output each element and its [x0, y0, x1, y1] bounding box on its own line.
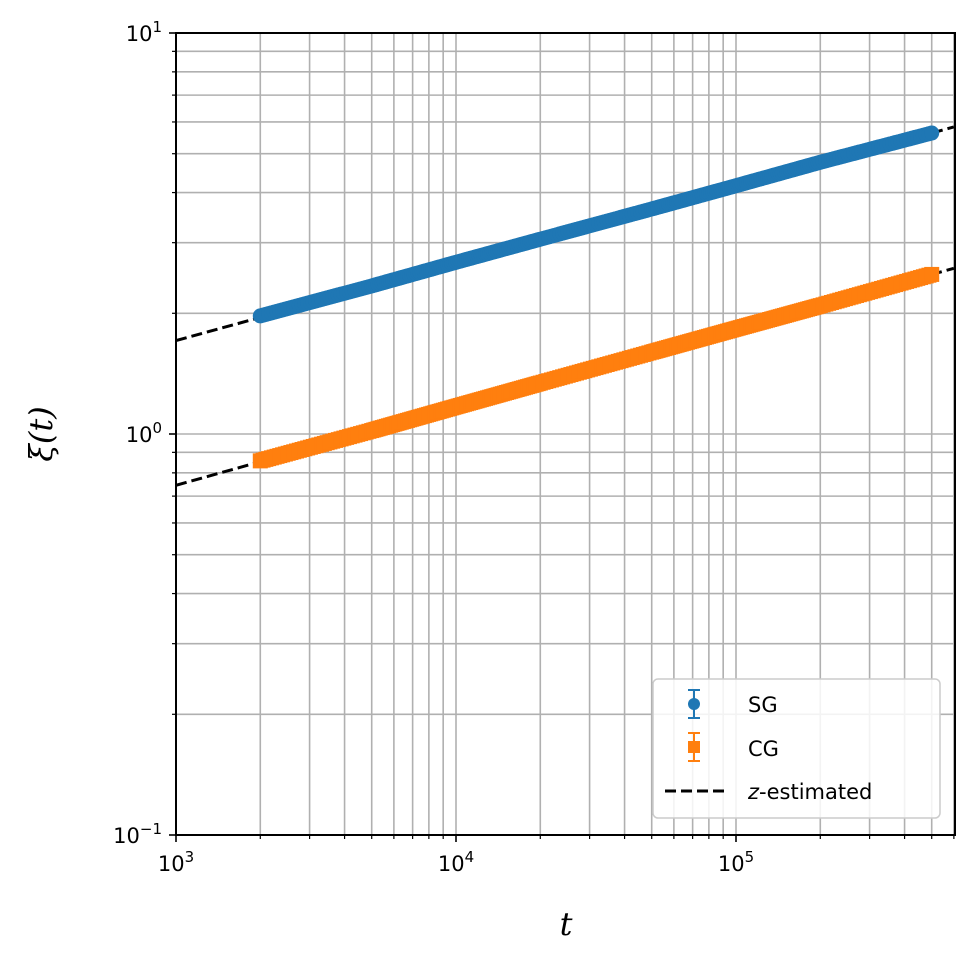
series-cg	[252, 266, 940, 469]
legend-item-z-estimated: z-estimated	[665, 780, 872, 804]
legend-label-sg: SG	[748, 693, 778, 717]
y-tick-label: 101	[126, 18, 162, 46]
x-tick-label: 104	[438, 848, 474, 876]
square-errorbar-icon	[688, 732, 700, 762]
y-axis-label: ξ(t)	[22, 406, 60, 461]
x-tick-label: 103	[158, 848, 194, 876]
plot-series	[176, 125, 955, 487]
x-tick-labels: 103 104 105	[158, 848, 754, 876]
legend: SG CG z-estimated	[652, 678, 941, 819]
x-tick-label: 105	[718, 848, 754, 876]
legend-label-z-estimated: z-estimated	[747, 780, 872, 804]
axis-ticks	[169, 32, 955, 842]
legend-label-cg: CG	[748, 737, 779, 761]
y-tick-label: 100	[126, 419, 162, 447]
series-sg	[252, 125, 940, 324]
legend-box	[652, 678, 941, 819]
y-tick-labels: 10−1 100 101	[113, 18, 162, 848]
legend-item-cg: CG	[688, 732, 779, 762]
circle-errorbar-icon	[688, 689, 700, 719]
x-axis-label: t	[560, 905, 573, 943]
y-tick-label: 10−1	[113, 820, 162, 848]
legend-item-sg: SG	[688, 689, 778, 719]
